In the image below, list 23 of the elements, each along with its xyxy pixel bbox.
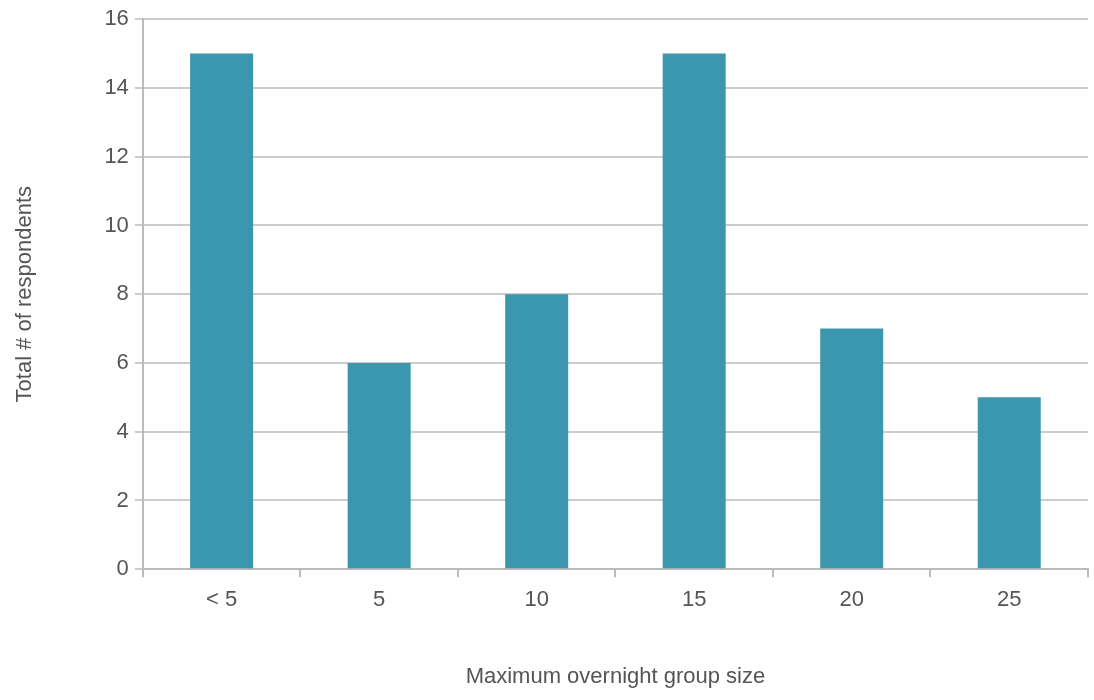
y-tick-label: 12	[104, 142, 129, 168]
y-tick-label: 10	[104, 211, 129, 237]
x-tick-label: 5	[373, 586, 386, 612]
y-tick-label: 16	[104, 5, 129, 31]
x-tick-label: < 5	[206, 586, 238, 612]
y-tick-label: 4	[116, 417, 129, 443]
y-tick-label: 0	[116, 555, 129, 581]
x-tick-label: 25	[997, 586, 1022, 612]
y-tick-label: 2	[116, 486, 129, 512]
bar	[505, 294, 569, 569]
bar	[977, 397, 1041, 569]
y-tick-label: 8	[116, 280, 129, 306]
x-axis-title: Maximum overnight group size	[465, 662, 766, 688]
x-tick-label: 10	[524, 586, 549, 612]
y-tick-label: 14	[104, 74, 129, 100]
bar	[820, 328, 884, 569]
y-tick-label: 6	[116, 349, 129, 375]
bar	[190, 53, 254, 569]
bar	[662, 53, 726, 569]
x-tick-label: 20	[839, 586, 864, 612]
x-tick-label: 15	[681, 586, 707, 612]
y-axis-title: Total # of respondents	[11, 185, 37, 403]
bar	[347, 362, 411, 569]
